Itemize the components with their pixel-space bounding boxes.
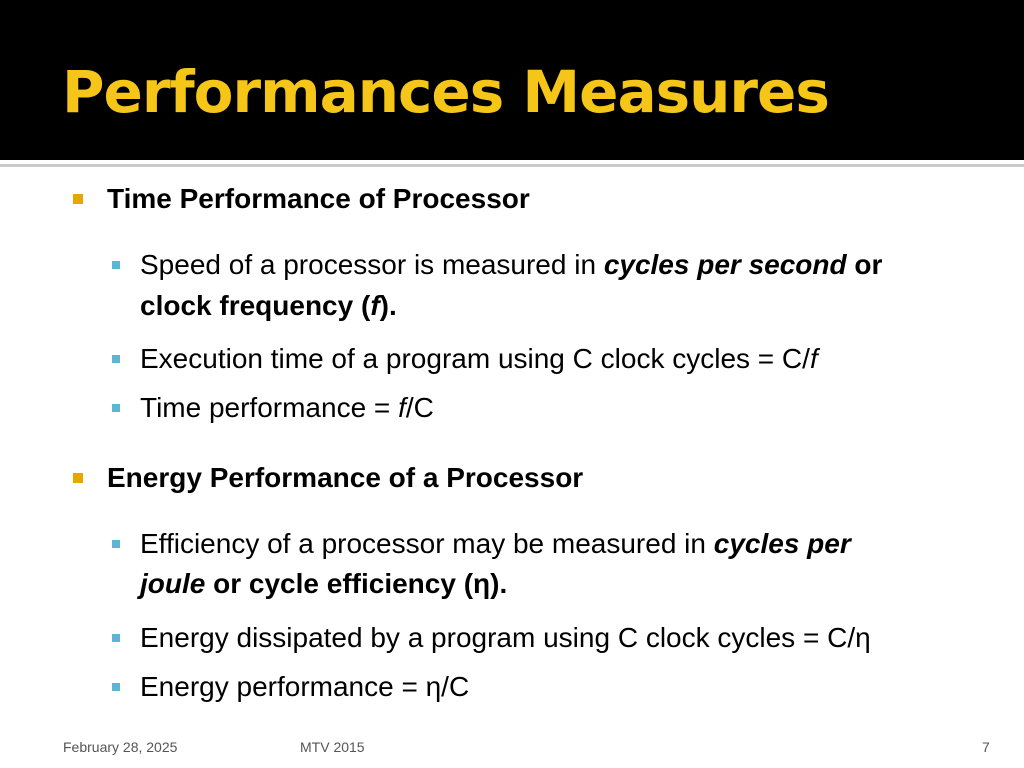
square-bullet-icon (73, 473, 83, 483)
square-bullet-icon (112, 540, 120, 548)
square-bullet-icon (112, 404, 120, 412)
time-performance-item: Time performance = f/C (140, 392, 434, 423)
title-bar (0, 0, 1024, 160)
section-heading-energy: Energy Performance of a Processor (107, 462, 584, 493)
energy-dissipated-item: Energy dissipated by a program using C c… (140, 622, 871, 653)
slide-number: 7 (982, 739, 990, 755)
footer-center-text: MTV 2015 (300, 739, 365, 755)
execution-time-item: Execution time of a program using C cloc… (140, 343, 818, 374)
energy-performance-item: Energy performance = η/C (140, 671, 470, 702)
square-bullet-icon (112, 355, 120, 363)
slide-title: Performances Measures (62, 58, 830, 126)
section-heading-time: Time Performance of Processor (107, 183, 530, 214)
square-bullet-icon (112, 261, 120, 269)
footer-date: February 28, 2025 (63, 739, 178, 755)
square-bullet-icon (112, 683, 120, 691)
title-divider-line (0, 164, 1024, 167)
square-bullet-icon (112, 634, 120, 642)
speed-line-2: clock frequency (f). (140, 290, 397, 321)
speed-line-1: Speed of a processor is measured in cycl… (140, 249, 883, 280)
title-divider (0, 160, 1024, 164)
efficiency-line-1: Efficiency of a processor may be measure… (140, 528, 851, 559)
efficiency-line-2: joule or cycle efficiency (η). (140, 568, 508, 599)
square-bullet-icon (73, 194, 83, 204)
